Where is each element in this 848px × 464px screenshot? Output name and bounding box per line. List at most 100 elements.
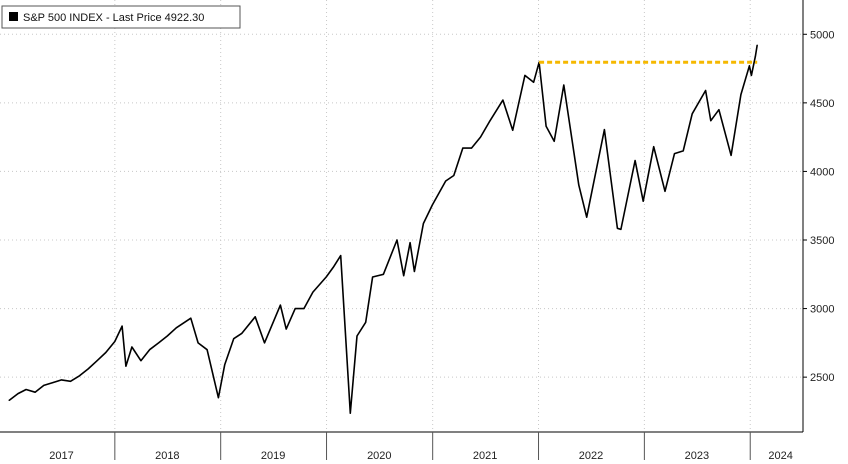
- price-point: [545, 125, 547, 127]
- x-tick-label: 2019: [261, 450, 285, 462]
- price-point: [563, 84, 565, 86]
- price-point: [241, 332, 243, 334]
- price-point: [105, 351, 107, 353]
- price-point: [730, 154, 732, 156]
- price-point: [674, 153, 676, 155]
- price-point: [480, 136, 482, 138]
- price-point: [87, 368, 89, 370]
- price-point: [533, 81, 535, 83]
- price-point: [653, 146, 655, 148]
- price-point: [190, 317, 192, 319]
- price-point: [365, 321, 367, 323]
- x-tick-label: 2023: [685, 450, 709, 462]
- y-tick-label: 3500: [810, 235, 834, 247]
- price-point: [158, 342, 160, 344]
- price-point: [254, 316, 256, 318]
- price-point: [620, 228, 622, 230]
- price-point: [740, 94, 742, 96]
- price-point: [488, 121, 490, 123]
- legend-label: S&P 500 INDEX - Last Price 4922.30: [23, 12, 204, 24]
- price-point: [445, 180, 447, 182]
- price-point: [691, 113, 693, 115]
- price-point: [125, 365, 127, 367]
- series-layer: [8, 44, 758, 414]
- price-point: [642, 200, 644, 202]
- price-point: [332, 266, 334, 268]
- price-point: [462, 147, 464, 149]
- price-point: [69, 380, 71, 382]
- price-point: [705, 90, 707, 92]
- price-point: [718, 109, 720, 111]
- price-point: [750, 74, 752, 76]
- price-point: [578, 184, 580, 186]
- price-point: [52, 382, 54, 384]
- price-point: [431, 204, 433, 206]
- price-point: [512, 129, 514, 131]
- price-point: [413, 271, 415, 273]
- price-point: [382, 273, 384, 275]
- price-point: [603, 129, 605, 131]
- price-point: [25, 388, 27, 390]
- price-point: [502, 99, 504, 101]
- price-point: [453, 175, 455, 177]
- price-point: [140, 360, 142, 362]
- price-point: [303, 308, 305, 310]
- y-tick-label: 3000: [810, 304, 834, 316]
- price-point: [8, 399, 10, 401]
- price-point: [756, 44, 758, 46]
- price-point: [471, 147, 473, 149]
- price-point: [224, 364, 226, 366]
- price-point: [78, 375, 80, 377]
- price-point: [616, 227, 618, 229]
- y-tick-label: 2500: [810, 372, 834, 384]
- x-tick-label: 2020: [367, 450, 391, 462]
- price-point: [325, 276, 327, 278]
- price-point: [17, 393, 19, 395]
- price-point: [340, 255, 342, 257]
- price-point: [524, 74, 526, 76]
- price-point: [356, 335, 358, 337]
- x-tick-label: 2022: [579, 450, 603, 462]
- legend-swatch: [9, 12, 18, 21]
- price-point: [396, 239, 398, 241]
- price-point: [217, 397, 219, 399]
- price-point: [403, 275, 405, 277]
- y-tick-label: 5000: [810, 29, 834, 41]
- price-point: [279, 304, 281, 306]
- price-point: [43, 384, 45, 386]
- price-point: [754, 55, 756, 57]
- price-point: [634, 159, 636, 161]
- x-tick-label: 2018: [155, 450, 179, 462]
- price-point: [197, 342, 199, 344]
- price-point: [710, 120, 712, 122]
- price-point: [294, 308, 296, 310]
- price-point: [131, 346, 133, 348]
- price-point: [553, 140, 555, 142]
- price-point: [60, 379, 62, 381]
- price-point: [748, 65, 750, 67]
- price-point: [409, 242, 411, 244]
- price-point: [166, 335, 168, 337]
- price-point: [206, 349, 208, 351]
- price-point: [682, 150, 684, 152]
- price-point: [263, 342, 265, 344]
- x-tick-label: 2017: [49, 450, 73, 462]
- y-tick-label: 4000: [810, 166, 834, 178]
- legend: S&P 500 INDEX - Last Price 4922.30: [1, 5, 241, 29]
- price-point: [664, 190, 666, 192]
- price-point: [121, 325, 123, 327]
- price-point: [285, 328, 287, 330]
- price-point: [34, 391, 36, 393]
- x-tick-labels: 2017 2018 2019 2020 2021 2022 2023 2024: [49, 450, 793, 462]
- x-tick-label: 2021: [473, 450, 497, 462]
- y-tick-labels: 2500 3000 3500 4000 4500 5000: [810, 29, 834, 384]
- price-point: [175, 327, 177, 329]
- price-point: [312, 291, 314, 293]
- price-point: [422, 223, 424, 225]
- price-point: [586, 216, 588, 218]
- price-series-line: [8, 44, 758, 414]
- price-point: [233, 338, 235, 340]
- y-tick-label: 4500: [810, 98, 834, 110]
